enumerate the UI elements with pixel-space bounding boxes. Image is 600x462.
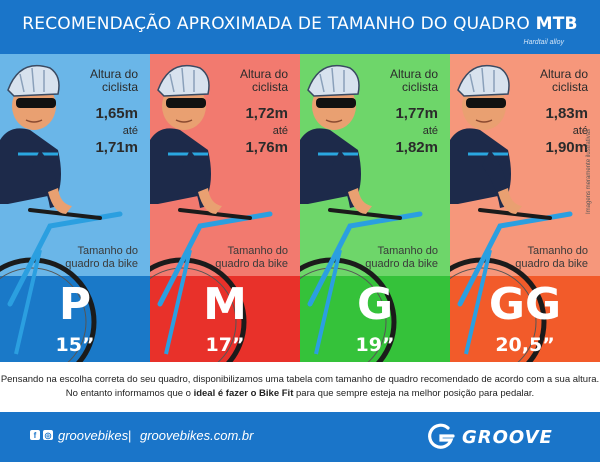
- footer-separator: |: [128, 428, 132, 443]
- cyclist-illustration: [300, 64, 423, 362]
- subtitle: Hardtail alloy: [523, 39, 564, 46]
- frame-size-label: Tamanho do quadro da bike: [515, 245, 588, 270]
- size-panels: Altura do ciclista 1,65m até 1,71m Taman…: [0, 54, 600, 362]
- description-band: Pensando na escolha correta do seu quadr…: [0, 362, 600, 412]
- description-line-1: Pensando na escolha correta do seu quadr…: [0, 374, 600, 385]
- height-max: 1,71m: [95, 139, 138, 156]
- height-label: Altura do ciclista: [239, 67, 288, 94]
- description-text: para que sempre esteja na melhor posição…: [293, 388, 535, 399]
- height-min: 1,83m: [545, 105, 588, 122]
- cyclist-illustration: [450, 64, 573, 362]
- height-ate: até: [272, 125, 288, 137]
- social-handle[interactable]: groovebikes: [58, 428, 129, 443]
- frame-size-label: Tamanho do quadro da bike: [215, 245, 288, 270]
- frame-size-label: Tamanho do quadro da bike: [65, 245, 138, 270]
- height-ate: até: [122, 125, 138, 137]
- title-bold: MTB: [535, 14, 578, 34]
- frame-size-letter: G: [356, 279, 394, 330]
- height-label: Altura do ciclista: [89, 67, 138, 94]
- frame-size-inches: 15”: [55, 334, 95, 356]
- frame-size-inches: 17”: [205, 334, 245, 356]
- cyclist-illustration: [0, 64, 123, 362]
- height-label: Altura do ciclista: [389, 67, 438, 94]
- groove-logo-icon: [428, 423, 455, 449]
- height-max: 1,82m: [395, 139, 438, 156]
- height-min: 1,77m: [395, 105, 438, 122]
- facebook-icon[interactable]: f: [30, 430, 40, 440]
- description-bold: ideal é fazer o Bike Fit: [193, 388, 294, 399]
- title-text: RECOMENDAÇÃO APROXIMADA DE TAMANHO DO QU…: [22, 14, 536, 34]
- frame-size-inches: 20,5”: [495, 334, 555, 356]
- website-link[interactable]: groovebikes.com.br: [140, 428, 254, 443]
- frame-size-letter: P: [58, 279, 92, 330]
- frame-size-letter: M: [203, 279, 247, 330]
- height-ate: até: [572, 125, 588, 137]
- page-title: RECOMENDAÇÃO APROXIMADA DE TAMANHO DO QU…: [0, 14, 600, 34]
- side-note: Imagens meramente ilustrativas: [586, 128, 592, 214]
- height-max: 1,76m: [245, 139, 288, 156]
- frame-size-inches: 19”: [355, 334, 395, 356]
- height-min: 1,65m: [95, 105, 138, 122]
- description-line-2: No entanto informamos que o ideal é faze…: [0, 387, 600, 401]
- frame-size-letter: GG: [488, 279, 562, 330]
- logo-text: GROOVE: [462, 426, 553, 448]
- frame-size-label: Tamanho do quadro da bike: [365, 245, 438, 270]
- height-label: Altura do ciclista: [539, 67, 588, 94]
- cyclist-illustration: [150, 64, 273, 362]
- description-text: No entanto informamos que o: [65, 388, 194, 399]
- social-icons: f ◎: [30, 430, 53, 440]
- size-panel-p: Altura do ciclista 1,65m até 1,71m Taman…: [0, 54, 150, 362]
- height-max: 1,90m: [545, 139, 588, 156]
- footer: f ◎ groovebikes | groovebikes.com.br GRO…: [0, 412, 600, 462]
- size-panel-g: Altura do ciclista 1,77m até 1,82m Taman…: [300, 54, 450, 362]
- instagram-icon[interactable]: ◎: [43, 430, 53, 440]
- height-min: 1,72m: [245, 105, 288, 122]
- groove-logo: GROOVE: [426, 422, 553, 452]
- height-ate: até: [422, 125, 438, 137]
- size-panel-m: Altura do ciclista 1,72m até 1,76m Taman…: [150, 54, 300, 362]
- size-panel-gg: Altura do ciclista 1,83m até 1,90m Taman…: [450, 54, 600, 362]
- header: RECOMENDAÇÃO APROXIMADA DE TAMANHO DO QU…: [0, 0, 600, 54]
